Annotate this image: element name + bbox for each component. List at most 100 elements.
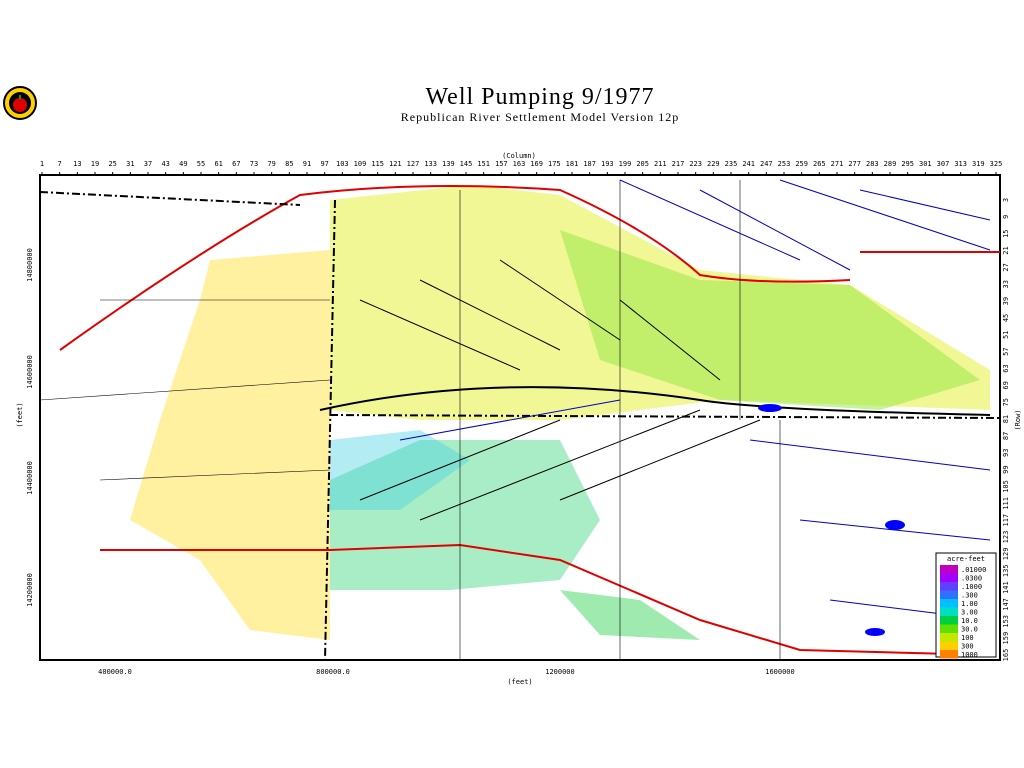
row-tick-label: 75	[1002, 398, 1010, 406]
column-tick-label: 211	[654, 160, 667, 168]
y-tick-label: 14600000	[26, 355, 34, 389]
column-tick-label: 277	[848, 160, 861, 168]
column-tick-label: 163	[513, 160, 526, 168]
column-tick-label: 133	[424, 160, 437, 168]
legend-label: 30.0	[961, 626, 978, 634]
column-tick-label: 139	[442, 160, 455, 168]
column-tick-label: 115	[371, 160, 384, 168]
column-tick-label: 217	[672, 160, 685, 168]
column-tick-label: 145	[460, 160, 473, 168]
row-tick-label: 87	[1002, 432, 1010, 440]
legend-swatch	[940, 633, 958, 642]
y-tick-label: 14400000	[26, 461, 34, 495]
column-tick-label: 265	[813, 160, 826, 168]
column-tick-label: 73	[250, 160, 258, 168]
row-tick-label: 21	[1002, 246, 1010, 254]
legend-label: 1.00	[961, 600, 978, 608]
row-tick-label: 81	[1002, 415, 1010, 423]
legend-swatch	[940, 565, 958, 574]
column-tick-label: 259	[795, 160, 808, 168]
row-tick-label: 123	[1002, 531, 1010, 544]
title: Well Pumping 9/1977	[425, 84, 654, 110]
column-tick-label: 91	[303, 160, 311, 168]
column-tick-label: 289	[884, 160, 897, 168]
legend-label: .1000	[961, 583, 982, 591]
column-tick-label: 55	[197, 160, 205, 168]
column-tick-label: 313	[954, 160, 967, 168]
bottom-axis-label: (feet)	[507, 678, 532, 686]
column-tick-label: 253	[778, 160, 791, 168]
column-tick-label: 151	[477, 160, 490, 168]
legend-swatch	[940, 641, 958, 650]
row-tick-label: 57	[1002, 347, 1010, 355]
column-tick-label: 79	[267, 160, 275, 168]
x-tick-label: 400000.0	[98, 668, 132, 676]
column-tick-label: 85	[285, 160, 293, 168]
row-tick-label: 165	[1002, 649, 1010, 662]
column-tick-label: 307	[937, 160, 950, 168]
column-tick-label: 109	[354, 160, 367, 168]
row-tick-label: 15	[1002, 229, 1010, 237]
row-tick-label: 69	[1002, 381, 1010, 389]
column-tick-label: 319	[972, 160, 985, 168]
column-tick-label: 223	[689, 160, 702, 168]
column-tick-label: 325	[990, 160, 1003, 168]
legend-swatch	[940, 607, 958, 616]
x-tick-label: 800000.0	[316, 668, 350, 676]
row-tick-label: 147	[1002, 598, 1010, 611]
row-tick-label: 129	[1002, 548, 1010, 561]
row-tick-label: 33	[1002, 280, 1010, 288]
column-tick-label: 241	[742, 160, 755, 168]
legend-label: .01000	[961, 566, 986, 574]
column-tick-label: 187	[583, 160, 596, 168]
legend-swatch	[940, 616, 958, 625]
legend-swatch	[940, 624, 958, 633]
top-axis-label: (Column)	[502, 152, 536, 160]
column-tick-label: 205	[636, 160, 649, 168]
x-tick-label: 1600000	[765, 668, 795, 676]
row-tick-label: 105	[1002, 480, 1010, 493]
row-tick-label: 45	[1002, 314, 1010, 322]
column-tick-label: 295	[901, 160, 914, 168]
row-tick-label: 27	[1002, 263, 1010, 271]
legend-swatch	[940, 582, 958, 591]
y-tick-label: 14200000	[26, 573, 34, 607]
legend-label: .300	[961, 592, 978, 600]
right-axis-label: (Row)	[1014, 409, 1022, 430]
column-tick-label: 13	[73, 160, 81, 168]
row-tick-label: 99	[1002, 465, 1010, 473]
row-tick-label: 39	[1002, 297, 1010, 305]
column-tick-label: 61	[214, 160, 222, 168]
column-tick-label: 103	[336, 160, 349, 168]
row-tick-label: 93	[1002, 449, 1010, 457]
row-tick-label: 117	[1002, 514, 1010, 527]
column-tick-label: 175	[548, 160, 561, 168]
column-tick-label: 67	[232, 160, 240, 168]
column-tick-label: 301	[919, 160, 932, 168]
row-tick-label: 141	[1002, 581, 1010, 594]
column-tick-label: 271	[831, 160, 844, 168]
legend: acre-feet .01000.0300.1000.3001.003.0010…	[935, 552, 997, 659]
column-tick-label: 7	[58, 160, 62, 168]
row-tick-label: 135	[1002, 564, 1010, 577]
column-tick-label: 31	[126, 160, 134, 168]
column-tick-label: 229	[707, 160, 720, 168]
row-tick-label: 63	[1002, 364, 1010, 372]
column-tick-label: 193	[601, 160, 614, 168]
row-tick-label: 9	[1002, 215, 1010, 219]
legend-label: 1000	[961, 651, 978, 659]
row-tick-label: 153	[1002, 615, 1010, 628]
column-tick-label: 127	[407, 160, 420, 168]
column-tick-label: 247	[760, 160, 773, 168]
y-tick-label: 14800000	[26, 248, 34, 282]
row-tick-label: 159	[1002, 632, 1010, 645]
column-tick-label: 169	[530, 160, 543, 168]
subtitle: Republican River Settlement Model Versio…	[401, 110, 679, 124]
left-axis-label: (feet)	[16, 402, 24, 427]
legend-label: .0300	[961, 575, 982, 583]
row-tick-label: 51	[1002, 331, 1010, 339]
column-tick-label: 97	[320, 160, 328, 168]
map	[39, 174, 1001, 661]
legend-label: 3.00	[961, 609, 978, 617]
